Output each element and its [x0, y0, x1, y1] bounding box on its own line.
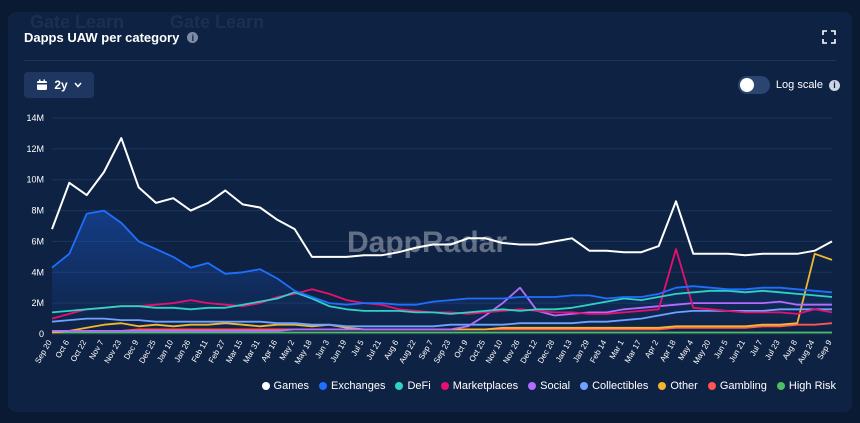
x-tick-label: Jun 3 [313, 338, 331, 360]
date-range-button[interactable]: 2y [24, 72, 94, 98]
x-tick-label: Jul 21 [365, 338, 384, 361]
series-line-collectibles[interactable] [51, 308, 832, 328]
watermark-logo: DappRadar [347, 226, 507, 259]
x-tick-label: Feb 14 [588, 338, 609, 365]
y-tick-label: 14M [26, 113, 44, 123]
y-tick-label: 10M [26, 175, 44, 185]
legend-dot [707, 382, 716, 390]
x-tick-label: Oct 22 [69, 338, 89, 363]
x-tick-label: Jul 23 [763, 338, 782, 361]
x-tick-label: Aug 22 [397, 338, 418, 365]
x-tick-label: Mar 31 [241, 338, 262, 365]
legend-item-other[interactable]: Other [658, 380, 698, 392]
legend-item-social[interactable]: Social [528, 380, 570, 392]
info-icon[interactable]: i [187, 32, 199, 43]
log-scale-toggle[interactable] [737, 76, 770, 94]
y-tick-label: 2M [31, 298, 44, 308]
legend-dot [528, 382, 537, 390]
chart-card [8, 12, 852, 412]
legend-label: DeFi [407, 380, 431, 392]
x-tick-label: Apr 2 [643, 338, 661, 360]
legend-dot [440, 382, 449, 390]
y-tick-label: 12M [26, 144, 44, 154]
expand-icon[interactable] [822, 30, 836, 44]
y-tick-label: 8M [31, 206, 44, 216]
x-tick-label: Oct 6 [54, 338, 72, 360]
log-scale-control: Log scale i [737, 76, 840, 94]
y-tick-label: 0 [39, 329, 44, 339]
legend-label: Games [273, 380, 310, 392]
legend-label: Gambling [719, 380, 767, 392]
chevron-down-icon [74, 82, 82, 88]
x-tick-label: Jul 5 [349, 338, 366, 358]
legend-item-defi[interactable]: DeFi [395, 380, 431, 392]
title-row: Dapps UAW per category i [24, 30, 199, 45]
x-tick-label: Dec 28 [536, 338, 557, 365]
x-tick-label: Dec 25 [137, 338, 158, 365]
y-tick-label: 4M [31, 267, 44, 277]
chart-legend: Games Exchanges DeFi Marketplaces Social Coll… [261, 380, 836, 392]
chart-title: Dapps UAW per category [24, 30, 180, 45]
log-scale-label: Log scale [775, 79, 823, 91]
x-tick-label: Apr 16 [259, 338, 279, 363]
x-tick-label: Sep 9 [815, 338, 834, 361]
x-tick-label: Sep 20 [33, 338, 54, 365]
y-tick-label: 6M [31, 236, 44, 246]
legend-item-high-risk[interactable]: High Risk [776, 380, 836, 392]
legend-item-collectibles[interactable]: Collectibles [580, 380, 648, 392]
legend-label: Collectibles [592, 380, 649, 392]
legend-label: Social [540, 380, 571, 392]
x-tick-label: Nov 23 [103, 338, 124, 365]
legend-item-games[interactable]: Games [261, 380, 310, 392]
series-line-social[interactable] [52, 286, 832, 332]
legend-dot [580, 382, 589, 390]
series-line-games[interactable] [51, 137, 833, 258]
x-tick-label: Jun 5 [712, 338, 730, 360]
x-tick-label: Jul 7 [748, 338, 765, 358]
x-tick-label: May 20 [691, 338, 712, 366]
x-tick-label: Sep 23 [432, 338, 453, 365]
info-icon[interactable]: i [829, 79, 840, 91]
calendar-icon [37, 79, 48, 90]
x-tick-label: May 18 [293, 338, 314, 366]
legend-dot [395, 382, 404, 390]
x-tick-label: Apr 18 [658, 338, 678, 363]
x-tick-label: Jun 19 [329, 338, 349, 364]
series-line-exchanges[interactable] [51, 209, 833, 306]
legend-dot [658, 382, 667, 390]
header-divider [24, 60, 836, 61]
series-line-defi[interactable] [51, 289, 833, 315]
toggle-knob [739, 78, 754, 92]
legend-item-exchanges[interactable]: Exchanges [319, 380, 385, 392]
legend-label: Marketplaces [452, 380, 519, 392]
date-range-label: 2y [54, 78, 68, 92]
legend-dot [261, 382, 270, 390]
x-tick-label: Mar 17 [623, 338, 644, 365]
legend-item-marketplaces[interactable]: Marketplaces [440, 380, 519, 392]
legend-label: High Risk [788, 380, 836, 392]
legend-dot [776, 382, 785, 390]
legend-label: Exchanges [331, 380, 386, 392]
legend-dot [319, 382, 328, 390]
x-tick-label: Jun 21 [727, 338, 747, 364]
legend-label: Other [670, 380, 698, 392]
x-tick-label: Aug 24 [796, 338, 817, 365]
x-tick-label: Mar 1 [608, 338, 626, 361]
legend-item-gambling[interactable]: Gambling [707, 380, 767, 392]
x-tick-label: Oct 9 [452, 338, 470, 360]
